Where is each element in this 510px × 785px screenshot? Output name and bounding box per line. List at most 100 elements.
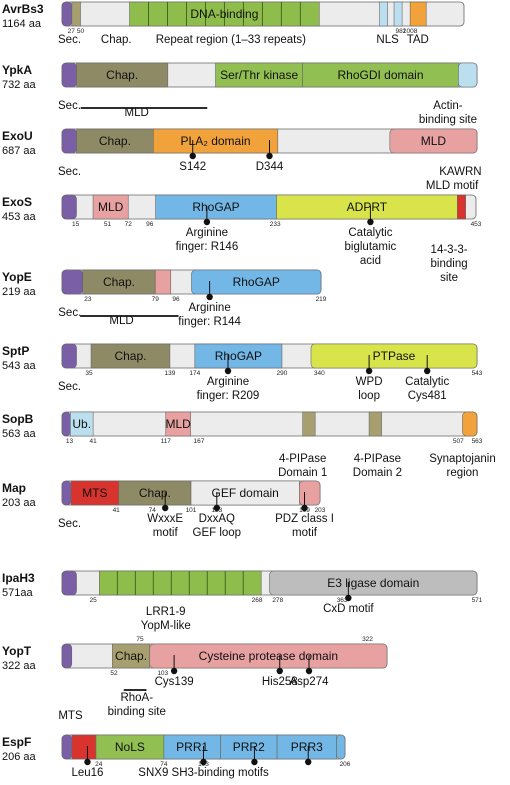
domain-box [462,411,478,437]
domain-box [194,343,283,369]
residue-number: 101 [186,507,197,514]
domain-box [70,480,120,506]
site-pin-dot [305,758,312,766]
residue-number: 52 [110,670,118,677]
annotation-label: Sec. [58,307,81,319]
residue-number: 507 [453,438,464,445]
site-label: Asp274 [289,676,329,688]
annotation-label: Sec. [58,166,81,178]
domain-box [389,128,478,154]
domain-box [99,570,262,596]
residue-number: 982 [395,28,406,35]
protein-sptp: SptP 543 aa Chap. RhoGAP PTPase 35 139 174 290 34… [2,343,483,402]
residue-number: 35 [85,370,93,377]
domain-label: PRR3 [291,740,323,754]
domain-box [165,411,191,437]
protein-name: Map [2,481,26,495]
domain-box [61,343,77,369]
protein-name: ExoS [2,195,32,209]
domain-label: MTS [82,486,107,500]
site-pin-dot [345,594,352,602]
residue-number: 543 [472,370,483,377]
domain-box [299,480,321,506]
protein-length: 543 aa [2,360,37,372]
residue-number: 74 [160,761,168,768]
protein-backbone [61,411,478,437]
site-label: Catalytic [348,227,392,239]
annotation-label: 4-PIPase [354,453,401,465]
residue-number: 563 [472,438,483,445]
domain-label: Chap. [106,68,138,82]
site-label: CxD motif [323,603,374,615]
annotation-label: binding site [419,114,477,126]
residue-number: 203 [315,507,326,514]
site-pin-dot [170,667,178,675]
domain-box [61,1,73,27]
annotation-label: site [440,272,458,284]
domain-box [61,643,73,669]
protein-exos: ExoS 453 aa MLD RhoGAP ADPRT 15 51 72 96 233 453 Ar… [2,194,482,284]
protein-length: 453 aa [2,211,37,223]
protein-name: EspF [2,735,31,749]
site-label: finger: R146 [176,241,239,253]
domain-box [458,62,478,88]
annotation-label: TAD [407,34,429,46]
domain-box [310,343,478,369]
site-pin-dot [213,504,220,512]
domain-label: Chap. [115,649,147,663]
residue-number: 13 [66,438,74,445]
domain-label: E3 ligase domain [327,576,419,590]
site-pin-dot [365,367,373,375]
domain-label: Ser/Thr kinase [220,68,298,82]
annotation-label: MLD motif [426,180,479,192]
residue-number: 25 [90,597,98,604]
annotation-label: RhoA- [120,692,153,704]
domain-label: MLD [98,200,124,214]
residue-number: 278 [272,597,283,604]
annotation-label: binding site [108,706,166,718]
residue-number: 27 [68,28,76,35]
site-pin-dot [305,667,313,675]
domain-label: PTPase [373,349,416,363]
residue-number: 1008 [403,28,418,35]
protein-length: 203 aa [2,497,37,509]
site-label: Arginine [207,376,249,388]
annotation-label: binding [431,258,468,270]
annotation-label: Chap. [101,34,132,46]
domain-box [61,194,77,220]
site-pin-dot [367,218,374,226]
protein-length: 571aa [2,587,33,599]
domain-label: MLD [421,134,447,148]
residue-number: 23 [84,296,92,303]
protein-name: SopB [2,412,34,426]
residue-number: 233 [270,221,281,228]
residue-number: 41 [90,438,98,445]
domain-box [71,1,81,27]
site-label: WxxxE [147,513,183,525]
residue-number: 103 [157,670,168,677]
site-pin-dot [276,667,283,675]
annotation-label: Actin- [433,100,463,112]
domain-label: DNA-binding [190,7,258,21]
annotation-label: Sec. [58,100,81,112]
residue-number: 139 [164,370,175,377]
site-label: SNX9 SH3-binding motifs [138,767,269,779]
domain-label: Chap. [139,486,171,500]
domain-box [76,62,169,88]
domain-label: Ub. [72,417,91,431]
site-pin-dot [424,367,431,375]
annotation-label: MLD [125,107,149,119]
domain-box [70,411,94,437]
domain-box [61,62,77,88]
protein-ipah3: IpaH3 571aa E3 ligase domain 25 268 278 363 571… [2,570,483,632]
domain-label: PRR1 [176,740,208,754]
protein-yope: YopE 219 aa Chap. RhoGAP 23 79 96 219 Arginine fi… [2,269,327,328]
annotation-label: Repeat region (1–33 repeats) [156,34,306,46]
site-label: motif [292,527,318,539]
protein-name: SptP [2,344,29,358]
residue-number: 79 [152,296,160,303]
residue-number: 363 [337,597,348,604]
